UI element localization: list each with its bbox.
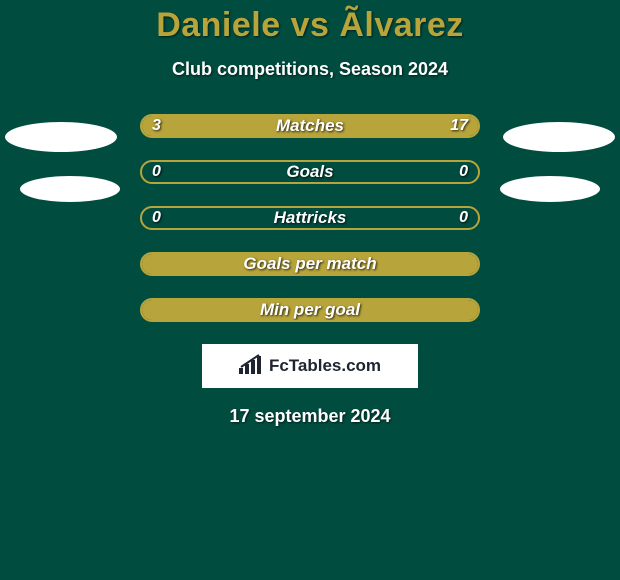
stat-bar: Matches3 17 (140, 114, 480, 138)
bar-value-left: 0 (152, 208, 161, 228)
bar-label: Goals per match (142, 254, 478, 274)
bar-value-right: 0 (459, 208, 468, 228)
bar-value-left: 0 (152, 162, 161, 182)
comparison-card: Daniele vs Ãlvarez Club competitions, Se… (0, 0, 620, 580)
site-logo-icon (239, 354, 263, 379)
player-photo-placeholder-right-2 (500, 176, 600, 202)
stat-bar: Min per goal (140, 298, 480, 322)
page-title: Daniele vs Ãlvarez (0, 6, 620, 45)
stat-bar: Goals0 0 (140, 160, 480, 184)
bar-label: Min per goal (142, 300, 478, 320)
site-name: FcTables.com (269, 356, 381, 376)
bar-label: Goals (142, 162, 478, 182)
site-badge: FcTables.com (202, 344, 418, 388)
date-generated: 17 september 2024 (0, 406, 620, 427)
stat-bar: Goals per match (140, 252, 480, 276)
stats-bars: Matches317Goals00Hattricks00Goals per ma… (140, 114, 480, 322)
player-photo-placeholder-left-1 (5, 122, 117, 152)
bar-label: Hattricks (142, 208, 478, 228)
bar-label: Matches (142, 116, 478, 136)
bar-value-right: 0 (459, 162, 468, 182)
bar-value-left: 3 (152, 116, 161, 136)
player-photo-placeholder-left-2 (20, 176, 120, 202)
player-photo-placeholder-right-1 (503, 122, 615, 152)
bar-value-right: 17 (450, 116, 468, 136)
stat-bar: Hattricks0 0 (140, 206, 480, 230)
subtitle: Club competitions, Season 2024 (0, 59, 620, 80)
